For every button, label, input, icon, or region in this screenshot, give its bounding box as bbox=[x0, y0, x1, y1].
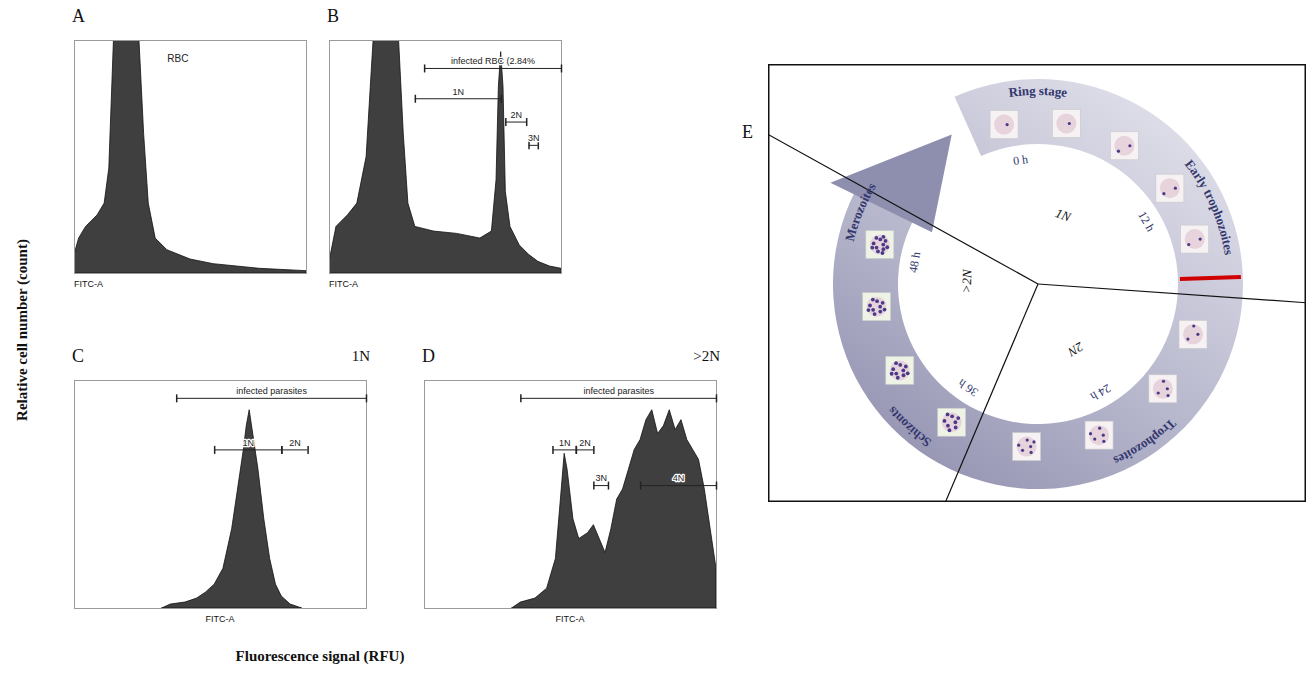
svg-text:0 h: 0 h bbox=[1012, 152, 1029, 168]
svg-text:Merozoites: Merozoites bbox=[842, 180, 879, 243]
svg-text:2N: 2N bbox=[289, 438, 301, 448]
html-text:D: D bbox=[422, 346, 435, 366]
html-text:FITC-A: FITC-A bbox=[329, 279, 358, 289]
html-text:Relative cell number (count): Relative cell number (count) bbox=[13, 239, 30, 421]
html-text:B: B bbox=[327, 6, 339, 26]
svg-text:36 h: 36 h bbox=[955, 376, 980, 399]
svg-text:infected RBC (2.84%: infected RBC (2.84% bbox=[451, 56, 535, 66]
html-text:E: E bbox=[742, 122, 753, 142]
html-text:FITC-A: FITC-A bbox=[205, 614, 235, 624]
svg-text:3N: 3N bbox=[528, 133, 540, 143]
svg-text:3N: 3N bbox=[595, 473, 607, 483]
svg-text:infected parasites: infected parasites bbox=[236, 386, 307, 396]
svg-text:1N: 1N bbox=[242, 438, 254, 448]
svg-text:12 h: 12 h bbox=[1135, 209, 1158, 234]
svg-text:1N: 1N bbox=[453, 87, 465, 97]
svg-text:Trophozoites: Trophozoites bbox=[1111, 416, 1179, 469]
svg-text:24 h: 24 h bbox=[1088, 381, 1113, 404]
svg-text:RBC: RBC bbox=[167, 53, 188, 64]
html-text:FITC-A: FITC-A bbox=[555, 614, 585, 624]
svg-text:2N: 2N bbox=[511, 110, 523, 120]
html-text:Fluorescence signal (RFU): Fluorescence signal (RFU) bbox=[235, 648, 405, 664]
svg-text:1N: 1N bbox=[559, 438, 571, 448]
svg-text:infected parasites: infected parasites bbox=[583, 386, 654, 396]
svg-text:2N: 2N bbox=[1064, 339, 1086, 360]
html-text:FITC-A: FITC-A bbox=[74, 279, 103, 289]
html-text:C: C bbox=[72, 346, 84, 366]
svg-text:4N: 4N bbox=[673, 473, 685, 483]
html-text:A: A bbox=[72, 6, 85, 26]
svg-text:2N: 2N bbox=[579, 438, 591, 448]
svg-text:Ring stage: Ring stage bbox=[1008, 83, 1069, 100]
svg-text:>2N: >2N bbox=[959, 268, 975, 294]
svg-text:48 h: 48 h bbox=[906, 251, 923, 274]
svg-text:1N: 1N bbox=[1053, 205, 1074, 225]
svg-text:Early trophozoites: Early trophozoites bbox=[1182, 157, 1237, 256]
html-text:1N: 1N bbox=[351, 348, 370, 364]
svg-text:Schizonts: Schizonts bbox=[884, 404, 933, 451]
html-text:>2N: >2N bbox=[693, 348, 720, 364]
